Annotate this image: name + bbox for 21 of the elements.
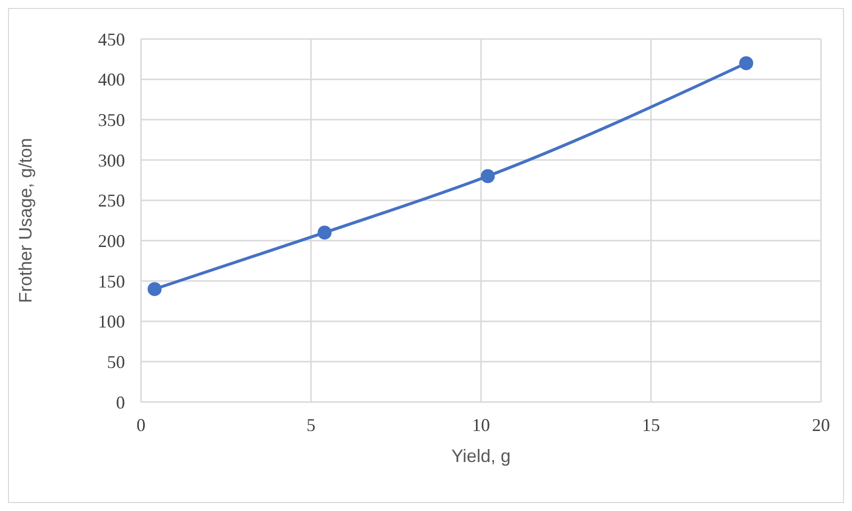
x-tick-label: 10: [472, 414, 490, 435]
point: [318, 226, 332, 240]
point: [148, 282, 162, 296]
x-tick-label: 5: [306, 414, 316, 435]
y-tick-label: 450: [98, 29, 125, 50]
y-tick-label: 150: [98, 271, 125, 292]
y-tick-label: 250: [98, 190, 125, 211]
x-tick-label: 0: [136, 414, 146, 435]
x-axis-title: Yield, g: [451, 446, 511, 466]
y-tick-label: 100: [98, 312, 125, 332]
y-tick-label: 0: [116, 392, 125, 412]
y-tick-label: 200: [98, 231, 125, 252]
y-tick-label: 350: [98, 110, 125, 130]
y-tick-label: 300: [98, 150, 125, 170]
y-tick-label: 50: [107, 352, 125, 372]
y-axis-title: Frother Usage, g/ton: [15, 138, 36, 304]
y-tick-label: 400: [98, 70, 125, 90]
point: [480, 169, 495, 184]
point: [739, 56, 754, 70]
x-tick-label: 20: [812, 414, 830, 435]
x-tick-label: 15: [642, 414, 660, 435]
